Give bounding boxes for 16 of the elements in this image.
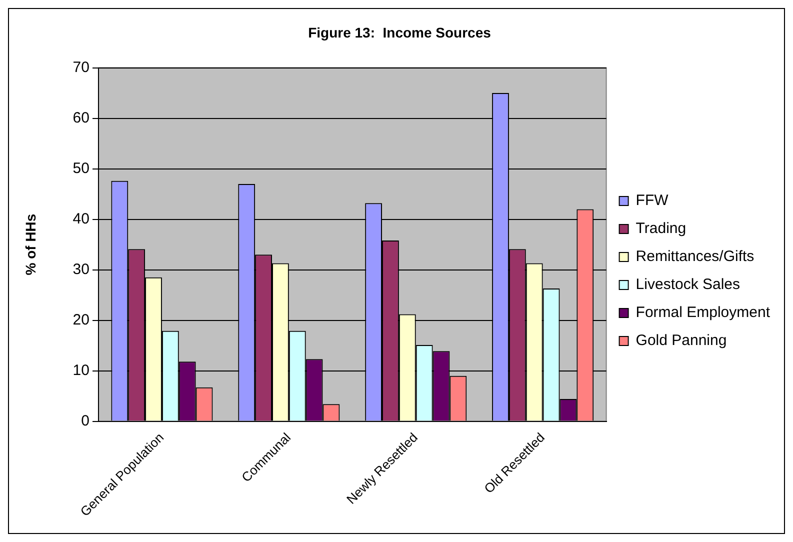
chart-title: Figure 13: Income Sources <box>308 24 492 40</box>
y-axis-title: % of HHs <box>22 214 38 276</box>
y-tick-label: 70 <box>72 58 90 76</box>
legend-label: Formal Employment <box>636 304 771 322</box>
legend-label: Remittances/Gifts <box>636 248 754 266</box>
legend-label: Trading <box>636 220 686 238</box>
y-tick-label: 60 <box>72 109 90 126</box>
y-tick-label: 0 <box>81 412 90 430</box>
legend-label: Gold Panning <box>636 332 727 350</box>
y-tick-label: 20 <box>72 311 90 328</box>
y-tick-label: 10 <box>72 362 90 379</box>
legend-label: FFW <box>636 192 670 210</box>
y-tick-label: 40 <box>72 210 90 228</box>
legend-label: Livestock Sales <box>636 276 740 294</box>
y-tick-label: 50 <box>72 160 90 177</box>
y-tick-label: 30 <box>72 260 90 278</box>
